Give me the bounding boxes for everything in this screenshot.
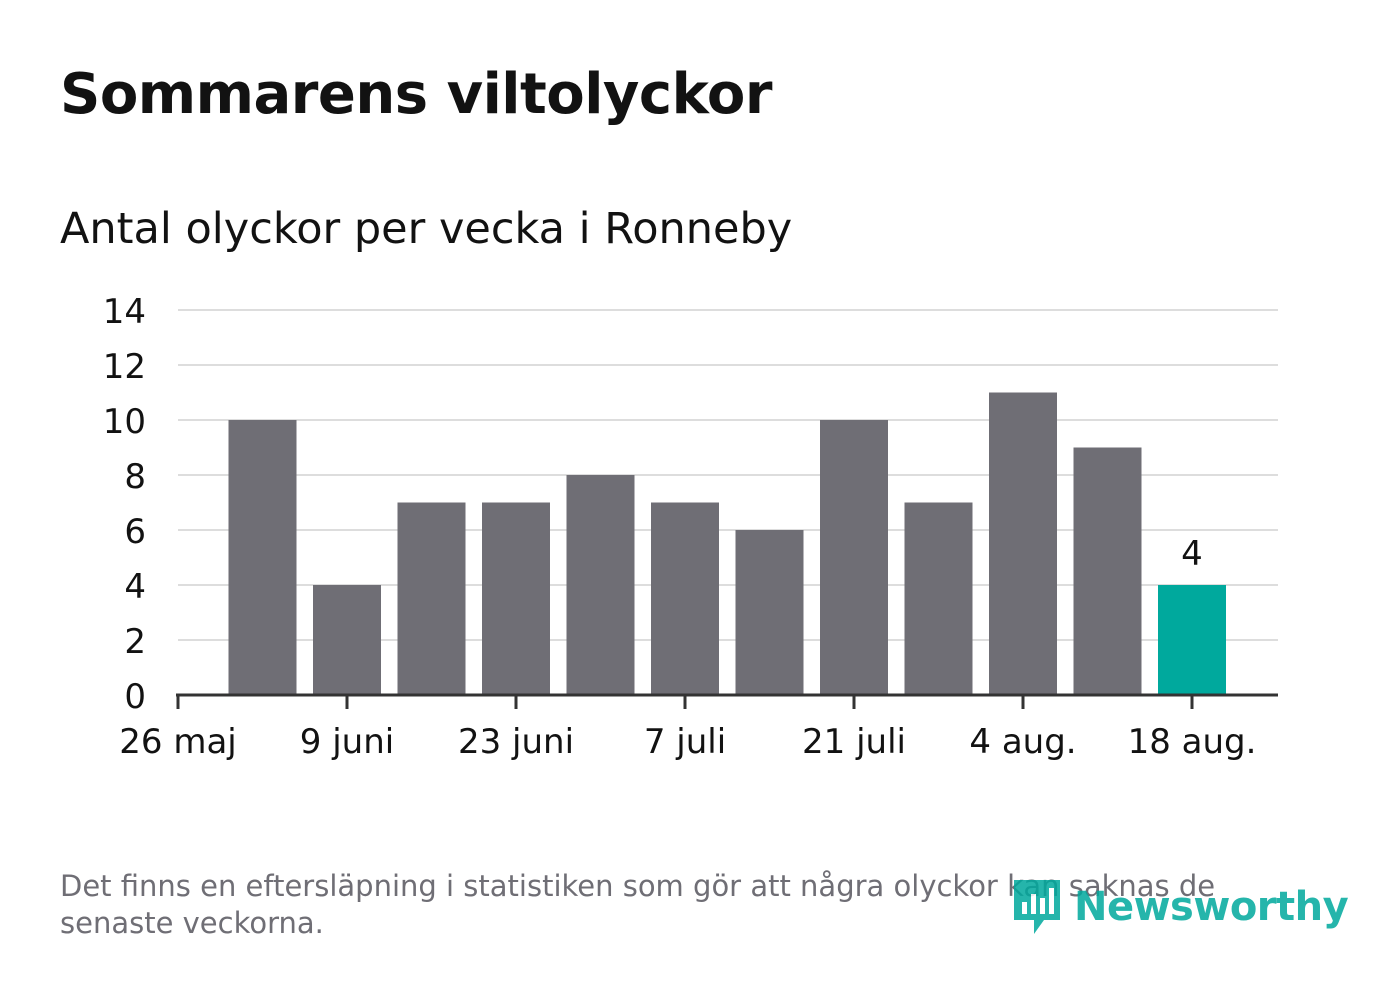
y-tick-label: 10 <box>103 402 146 442</box>
data-label: 4 <box>1181 534 1203 574</box>
bar-chart: 0 2 4 6 8 10 12 14 26 maj 9 juni 23 juni 7 juli 21 … <box>103 292 1278 762</box>
y-tick-label: 12 <box>103 347 146 387</box>
bar <box>1158 585 1226 695</box>
y-tick-label: 2 <box>124 622 146 662</box>
y-tick-label: 4 <box>124 567 146 607</box>
x-tick-label: 18 aug. <box>1128 722 1257 762</box>
bar <box>228 420 297 695</box>
x-tick-label: 23 juni <box>458 722 574 762</box>
bar <box>651 502 719 695</box>
y-tick-label: 0 <box>124 677 146 717</box>
bar <box>566 475 635 695</box>
x-axis <box>176 693 1278 709</box>
bar <box>735 530 804 695</box>
x-axis-labels: 26 maj 9 juni 23 juni 7 juli 21 juli 4 aug. 18… <box>119 722 1256 762</box>
x-tick-label: 26 maj <box>119 722 236 762</box>
x-tick-label: 7 juli <box>644 722 726 762</box>
x-tick-label: 9 juni <box>300 722 394 762</box>
data-labels: 4 <box>1181 534 1203 574</box>
y-tick-label: 8 <box>124 457 146 497</box>
bars <box>228 392 1226 695</box>
x-tick-label: 4 aug. <box>969 722 1076 762</box>
chart-title: Sommarens viltolyckor <box>60 62 772 127</box>
logo-text: Newsworthy <box>1074 884 1349 930</box>
y-tick-label: 14 <box>103 292 146 332</box>
bar <box>313 585 381 695</box>
y-axis-labels: 0 2 4 6 8 10 12 14 <box>103 292 146 717</box>
chart-subtitle: Antal olyckor per vecka i Ronneby <box>60 204 793 254</box>
bar <box>904 502 973 695</box>
bar <box>1073 447 1142 695</box>
x-tick-label: 21 juli <box>802 722 906 762</box>
newsworthy-logo: Newsworthy <box>1010 876 1349 938</box>
bar <box>820 420 888 695</box>
bar <box>989 392 1057 695</box>
y-tick-label: 6 <box>124 512 146 552</box>
newsworthy-logo-icon <box>1014 880 1060 934</box>
bar <box>397 502 466 695</box>
bar <box>482 502 550 695</box>
